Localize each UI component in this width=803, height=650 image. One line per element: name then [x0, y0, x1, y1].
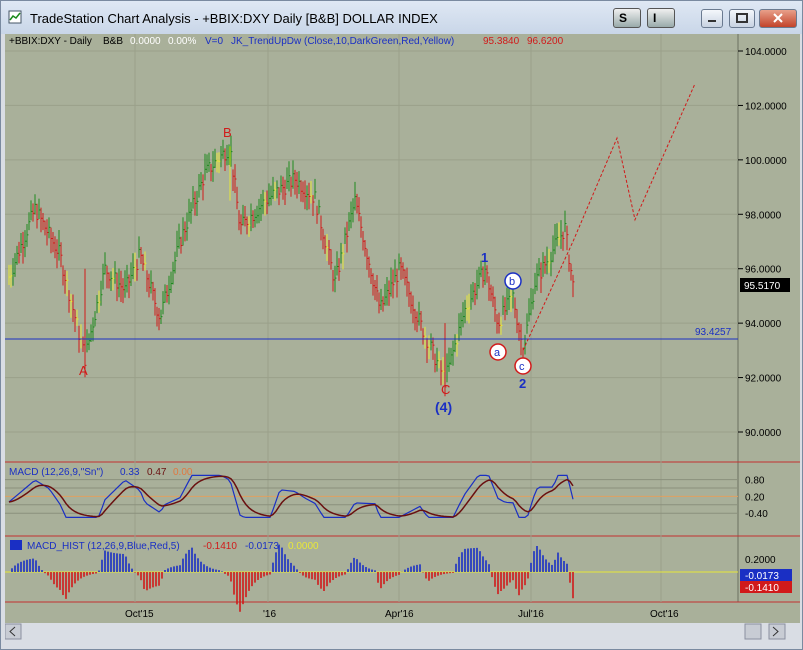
macd-tick-0: 0.80 — [745, 476, 765, 487]
legend-pct: 0.00% — [168, 36, 196, 47]
price-tick-4: 96.0000 — [745, 265, 782, 276]
hist-v1: -0.1410 — [203, 541, 237, 552]
macd-v1: 0.33 — [120, 467, 140, 478]
date-tick-0: Oct'15 — [125, 609, 154, 620]
legend-symbol: +BBIX:DXY - Daily — [9, 36, 92, 47]
macd-v2: 0.47 — [147, 467, 167, 478]
legend-indicator: JK_TrendUpDw (Close,10,DarkGreen,Red,Yel… — [231, 36, 454, 47]
macd-tick-2: -0.40 — [745, 509, 768, 520]
window-title: TradeStation Chart Analysis - +BBIX:DXY … — [30, 11, 438, 26]
price-tick-5: 94.0000 — [745, 319, 782, 330]
title-bar: TradeStation Chart Analysis - +BBIX:DXY … — [1, 1, 802, 34]
wave-label-C: C — [441, 382, 450, 397]
wave-label-a: a — [494, 347, 501, 359]
legend-val1: 95.3840 — [483, 36, 520, 47]
last-price-badge — [740, 278, 790, 292]
wave-label-B: B — [223, 125, 232, 140]
hist-v2: -0.0173 — [245, 541, 279, 552]
price-tick-0: 104.0000 — [745, 47, 787, 58]
wave-label-1: 1 — [481, 250, 488, 265]
wave-label-A: A — [79, 363, 88, 378]
close-button[interactable] — [759, 9, 797, 28]
date-tick-4: Oct'16 — [650, 609, 679, 620]
legend-bb: B&B — [103, 36, 123, 47]
date-tick-1: '16 — [263, 609, 276, 620]
horizontal-scrollbar[interactable] — [4, 623, 800, 641]
legend-change: 0.0000 — [130, 36, 161, 47]
maximize-button[interactable] — [729, 9, 755, 28]
maximize-icon — [736, 13, 748, 23]
last-price-text: 95.5170 — [744, 281, 781, 292]
price-tick-7: 90.0000 — [745, 428, 782, 439]
price-chart[interactable]: +BBIX:DXY - Daily B&B 0.0000 0.00% V=0 J… — [5, 34, 800, 623]
hist-badge-red-text: -0.1410 — [745, 583, 779, 594]
macd-line — [8, 474, 574, 518]
wave-label-c: c — [519, 361, 525, 373]
price-tick-6: 92.0000 — [745, 374, 782, 385]
date-tick-3: Jul'16 — [518, 609, 544, 620]
minimize-icon — [708, 20, 716, 22]
macd-v3: 0.00 — [173, 467, 193, 478]
indicator-button[interactable]: I — [647, 8, 675, 28]
hist-badge-red — [740, 581, 792, 593]
wave-label-b: b — [509, 276, 515, 288]
price-tick-1: 102.0000 — [745, 101, 787, 112]
hist-v3: 0.0000 — [288, 541, 319, 552]
wave-label-2: 2 — [519, 376, 526, 391]
scrollbar-controls — [4, 623, 786, 640]
hist-color-box — [10, 540, 22, 550]
wave-label-4: (4) — [435, 399, 452, 415]
hist-label: MACD_HIST (12,26,9,Blue,Red,5) — [27, 541, 180, 552]
wave-circle-c — [514, 357, 532, 375]
macd-signal-line — [8, 475, 574, 518]
projection-line — [522, 83, 696, 351]
support-line-label: 93.4257 — [695, 327, 732, 338]
price-tick-3: 98.0000 — [745, 210, 782, 221]
hist-badge-blue — [740, 569, 792, 581]
minimize-button[interactable] — [701, 9, 723, 28]
strategy-button[interactable]: S — [613, 8, 641, 28]
strategy-button-label: S — [619, 11, 628, 25]
hist-tick-0: 0.2000 — [745, 555, 776, 566]
macd-tick-1: 0.20 — [745, 492, 765, 503]
hist-badge-blue-text: -0.0173 — [745, 571, 779, 582]
legend-val2: 96.6200 — [527, 36, 564, 47]
indicator-button-label: I — [653, 11, 657, 25]
price-tick-2: 100.0000 — [745, 156, 787, 167]
app-icon — [8, 10, 22, 24]
wave-circle-a — [489, 343, 507, 361]
date-tick-2: Apr'16 — [385, 609, 414, 620]
wave-circle-b — [504, 272, 522, 290]
chart-area[interactable]: +BBIX:DXY - Daily B&B 0.0000 0.00% V=0 J… — [5, 34, 800, 641]
legend-volume: V=0 — [205, 36, 224, 47]
macd-label: MACD (12,26,9,"Sn") — [9, 467, 103, 478]
close-icon — [773, 13, 783, 23]
